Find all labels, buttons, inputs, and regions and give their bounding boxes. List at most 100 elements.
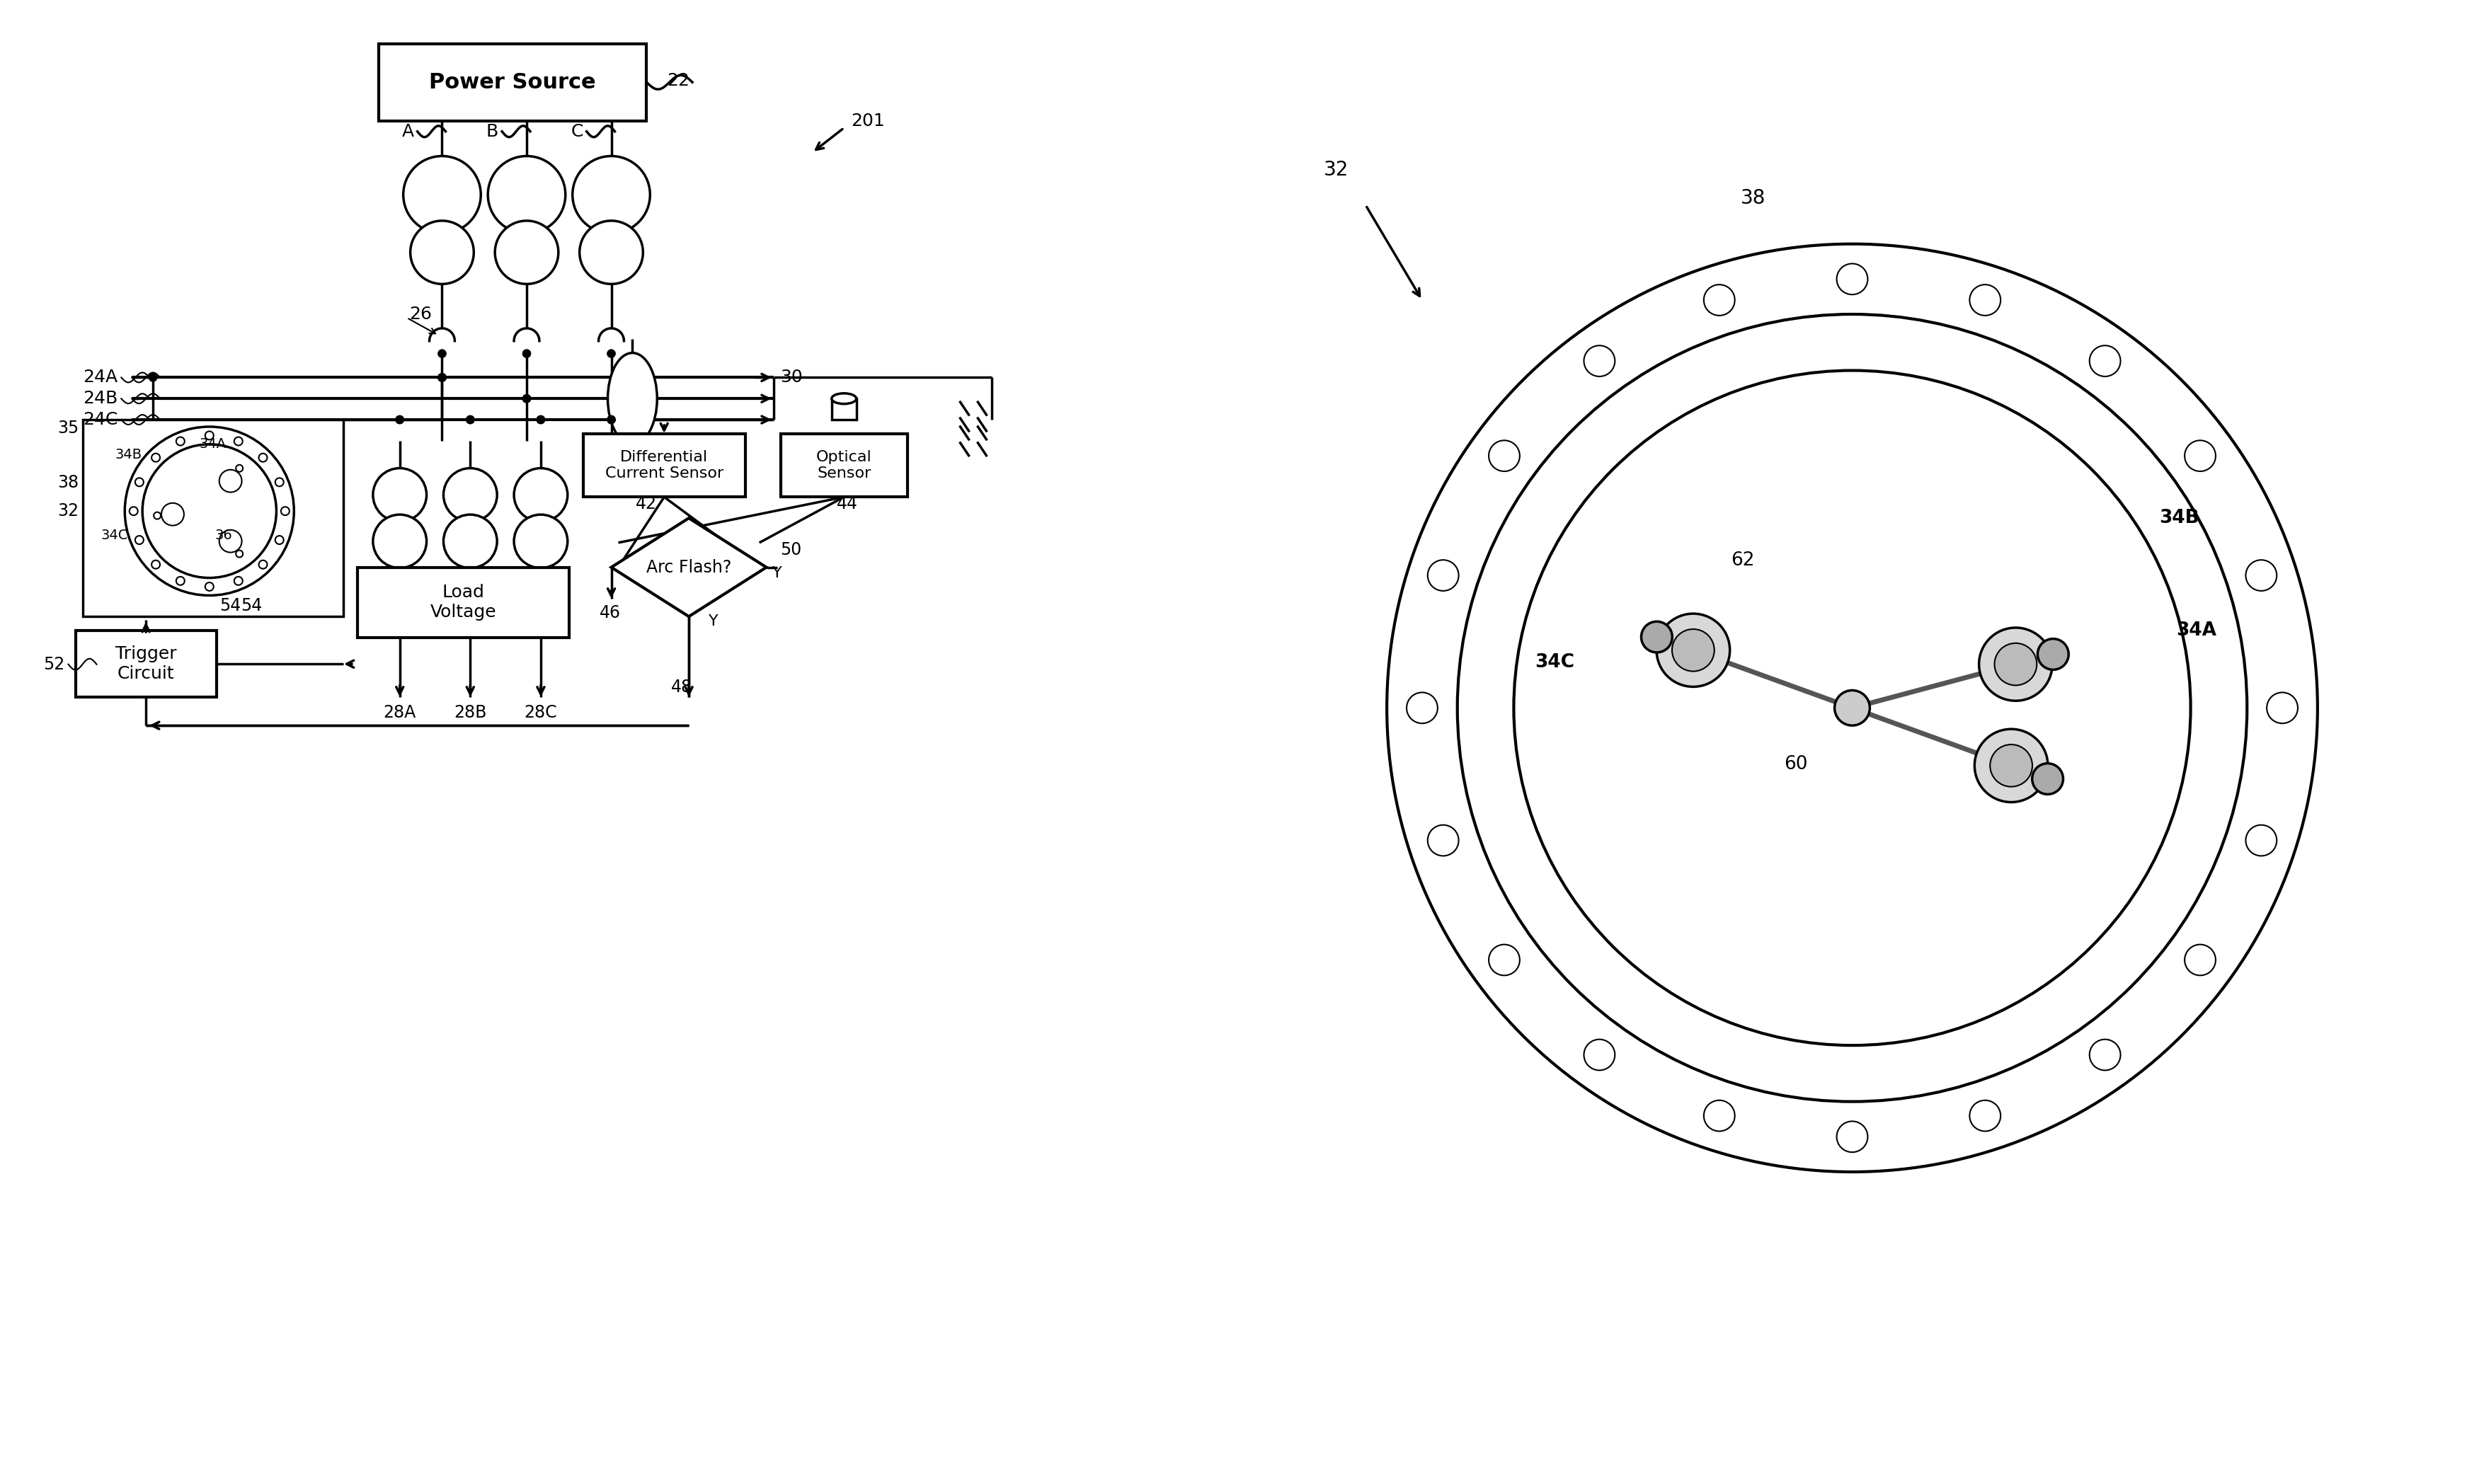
Circle shape (1584, 346, 1616, 377)
Text: Power Source: Power Source (429, 73, 597, 92)
Circle shape (175, 436, 185, 445)
Circle shape (1386, 243, 2317, 1172)
Circle shape (1979, 628, 2053, 700)
Circle shape (1969, 1100, 2001, 1131)
Text: A: A (402, 123, 414, 139)
Text: 48: 48 (671, 678, 693, 696)
Circle shape (402, 156, 481, 233)
Circle shape (437, 374, 447, 381)
Circle shape (2090, 346, 2122, 377)
Text: 50: 50 (780, 542, 802, 558)
Circle shape (572, 156, 651, 233)
Circle shape (523, 395, 530, 402)
Circle shape (153, 512, 160, 519)
Circle shape (523, 395, 530, 402)
Text: 22: 22 (666, 73, 691, 89)
Circle shape (160, 503, 185, 525)
Bar (377, 43, 646, 120)
Text: 34B: 34B (2159, 509, 2198, 527)
Text: 32: 32 (57, 503, 79, 519)
Bar (76, 631, 217, 697)
Circle shape (437, 374, 447, 381)
Text: 46: 46 (599, 604, 622, 622)
Circle shape (205, 432, 215, 439)
Bar (582, 433, 745, 497)
Circle shape (535, 416, 545, 424)
Text: 38: 38 (1742, 188, 1766, 208)
Text: Arc Flash?: Arc Flash? (646, 559, 730, 576)
Circle shape (1406, 693, 1438, 723)
Circle shape (1584, 1039, 1616, 1070)
Circle shape (234, 577, 242, 585)
Circle shape (136, 478, 143, 487)
Circle shape (1488, 441, 1520, 472)
Text: 34A: 34A (2176, 622, 2218, 640)
Circle shape (234, 436, 242, 445)
Circle shape (2033, 763, 2062, 794)
Circle shape (496, 221, 558, 283)
Circle shape (1991, 745, 2033, 787)
Ellipse shape (607, 353, 656, 444)
Circle shape (1969, 285, 2001, 316)
Text: 60: 60 (1784, 755, 1808, 773)
Circle shape (1515, 371, 2191, 1045)
Text: 42: 42 (636, 496, 656, 512)
Circle shape (444, 467, 496, 521)
Circle shape (1835, 690, 1870, 726)
Circle shape (1458, 315, 2247, 1101)
Text: Load
Voltage: Load Voltage (429, 585, 496, 620)
Bar (358, 567, 570, 638)
Circle shape (1974, 729, 2048, 803)
Circle shape (281, 508, 289, 515)
Circle shape (1838, 1122, 1868, 1152)
Circle shape (143, 444, 276, 577)
Text: Y: Y (708, 614, 718, 629)
Circle shape (126, 427, 294, 595)
Text: B: B (486, 123, 498, 139)
Circle shape (220, 470, 242, 493)
Circle shape (2186, 944, 2215, 975)
Circle shape (220, 530, 242, 552)
Circle shape (437, 374, 447, 381)
Circle shape (259, 561, 266, 568)
Circle shape (276, 536, 284, 545)
Text: 28A: 28A (382, 705, 417, 721)
Text: Optical
Sensor: Optical Sensor (817, 450, 871, 481)
Circle shape (2186, 441, 2215, 472)
Text: 54: 54 (242, 598, 262, 614)
Text: Differential
Current Sensor: Differential Current Sensor (604, 450, 723, 481)
Text: 36: 36 (215, 528, 232, 542)
Circle shape (373, 515, 427, 568)
Circle shape (580, 221, 644, 283)
Text: 38: 38 (57, 475, 79, 491)
Text: 26: 26 (410, 306, 432, 322)
Circle shape (237, 464, 242, 472)
Circle shape (237, 551, 242, 558)
Text: Y: Y (772, 565, 782, 580)
Circle shape (488, 156, 565, 233)
Text: 54: 54 (220, 598, 242, 614)
Circle shape (523, 349, 530, 358)
Circle shape (395, 416, 405, 424)
Circle shape (535, 416, 545, 424)
Circle shape (513, 515, 567, 568)
Circle shape (2038, 638, 2070, 669)
Text: 44: 44 (836, 496, 859, 512)
Circle shape (205, 582, 215, 591)
Text: 24C: 24C (84, 411, 118, 429)
Circle shape (1488, 944, 1520, 975)
Circle shape (513, 467, 567, 521)
Circle shape (437, 349, 447, 358)
Text: 34A: 34A (200, 438, 227, 451)
Bar (780, 433, 908, 497)
Circle shape (395, 416, 405, 424)
Circle shape (466, 416, 474, 424)
Circle shape (175, 577, 185, 585)
Text: 62: 62 (1732, 551, 1754, 570)
Text: 201: 201 (851, 113, 886, 129)
Text: 30: 30 (780, 370, 802, 386)
Text: C: C (570, 123, 582, 139)
Circle shape (2245, 559, 2277, 591)
Circle shape (1641, 622, 1673, 653)
Circle shape (2245, 825, 2277, 856)
